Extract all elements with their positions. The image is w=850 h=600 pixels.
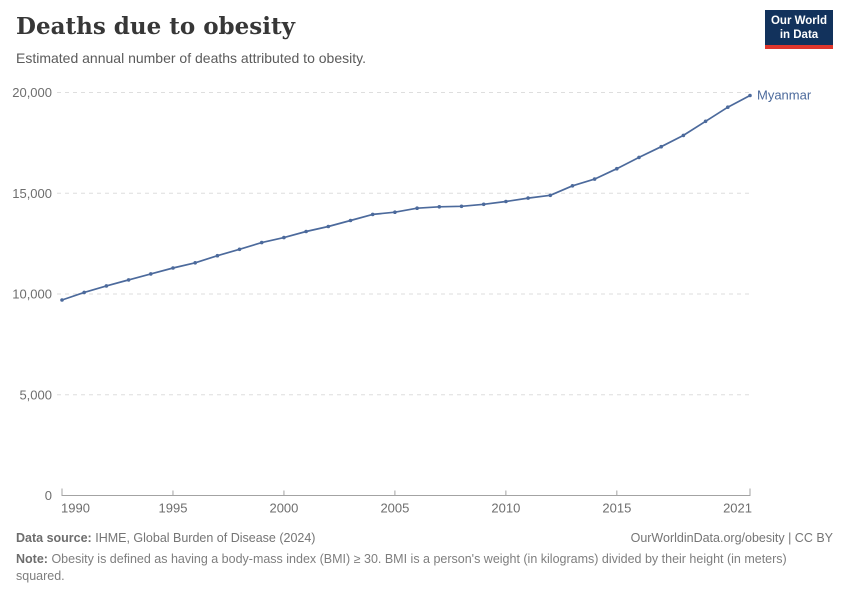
data-point: [748, 93, 752, 98]
data-point: [570, 184, 575, 188]
chart-note: Note: Obesity is defined as having a bod…: [16, 551, 788, 585]
y-tick-label: 5,000: [19, 387, 52, 402]
data-point: [703, 119, 708, 124]
data-point: [104, 284, 109, 288]
y-tick-label: 0: [45, 488, 52, 503]
data-point: [82, 290, 86, 295]
x-tick-label: 1990: [61, 501, 90, 516]
data-point: [592, 177, 597, 181]
data-point: [726, 105, 730, 109]
data-point: [348, 218, 353, 223]
data-point: [437, 205, 442, 209]
chart-note-text: Obesity is defined as having a body-mass…: [16, 552, 787, 583]
data-point: [637, 155, 641, 160]
x-tick-label: 2021: [723, 501, 752, 516]
y-tick-label: 20,000: [12, 85, 52, 100]
data-point: [237, 247, 242, 252]
data-point: [615, 166, 619, 171]
data-point: [171, 266, 175, 270]
data-point: [60, 298, 64, 302]
data-point: [393, 210, 397, 214]
data-source-label: Data source:: [16, 531, 92, 545]
data-point: [193, 261, 197, 265]
series-line: [61, 94, 751, 301]
data-source: Data source: IHME, Global Burden of Dise…: [16, 531, 315, 545]
y-tick-label: 10,000: [12, 287, 52, 302]
data-point: [370, 212, 375, 217]
data-point: [149, 272, 153, 276]
chart-subtitle: Estimated annual number of deaths attrib…: [16, 50, 366, 66]
data-point: [659, 144, 663, 149]
x-tick-label: 1995: [159, 501, 188, 516]
x-tick-label: 2010: [491, 501, 520, 516]
owid-logo-line2: in Data: [779, 29, 819, 41]
data-point: [681, 133, 686, 138]
owid-logo[interactable]: Our World in Data: [765, 10, 833, 49]
data-source-value: IHME, Global Burden of Disease (2024): [95, 531, 316, 545]
data-point: [548, 193, 553, 198]
data-point: [126, 278, 131, 282]
data-point: [215, 253, 220, 258]
data-point: [504, 199, 508, 204]
x-tick-label: 2000: [269, 501, 298, 516]
x-tick-label: 2015: [602, 501, 631, 516]
data-point: [304, 229, 308, 234]
data-point: [282, 235, 286, 240]
data-point: [481, 202, 486, 207]
y-tick-label: 15,000: [12, 186, 52, 201]
footer-link[interactable]: OurWorldinData.org/obesity | CC BY: [630, 531, 833, 545]
owid-logo-line1: Our World: [770, 15, 827, 27]
chart-note-label: Note:: [16, 552, 48, 566]
data-point: [459, 204, 464, 209]
x-tick-label: 2005: [380, 501, 409, 516]
data-point: [526, 196, 530, 200]
page-title: Deaths due to obesity: [16, 13, 295, 40]
x-axis-line: [61, 488, 751, 496]
data-point: [415, 206, 419, 210]
data-point: [326, 224, 331, 229]
data-point: [259, 240, 264, 245]
entity-label[interactable]: Myanmar: [757, 88, 812, 103]
